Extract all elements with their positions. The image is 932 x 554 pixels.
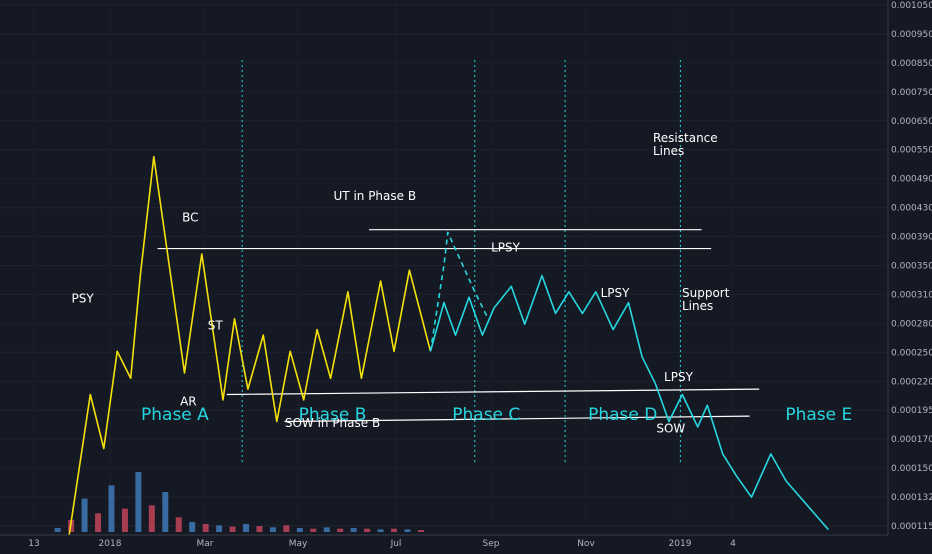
y-tick-label: 0.00039000 [891, 233, 932, 243]
annotation-label: LPSY [491, 240, 521, 254]
phase-label: Phase C [452, 405, 520, 425]
volume-bar [148, 505, 155, 532]
y-tick-label: 0.00043000 [891, 204, 932, 214]
volume-bar [377, 529, 384, 532]
volume-bar [337, 528, 344, 532]
y-tick-label: 0.00095000 [891, 30, 932, 40]
annotation-label: LPSY [664, 370, 694, 384]
annotation-label: ST [208, 319, 224, 333]
annotation-label: SOW in Phase B [285, 416, 380, 430]
volume-bars [54, 472, 424, 532]
x-tick-label: Jul [390, 539, 402, 549]
volume-bar [175, 517, 182, 532]
y-tick-label: 0.00022000 [891, 377, 932, 387]
y-tick-label: 0.00065000 [891, 117, 932, 127]
projection-line [429, 274, 830, 531]
price-series [68, 155, 830, 536]
y-tick-label: 0.00017000 [891, 435, 932, 445]
x-tick-label: 4 [730, 539, 736, 549]
x-tick-label: Nov [577, 539, 595, 549]
line-label: Lines [653, 144, 684, 158]
annotation-label: LPSY [601, 286, 631, 300]
x-tick-label: 2019 [669, 539, 692, 549]
volume-bar [121, 508, 128, 532]
phase-label: Phase E [785, 405, 852, 425]
volume-bar [296, 528, 303, 532]
volume-bar [417, 530, 424, 532]
y-tick-label: 0.00031000 [891, 290, 932, 300]
line-label: Resistance [653, 131, 718, 145]
phase-label: Phase A [141, 405, 209, 425]
y-tick-label: 0.00105000 [891, 1, 932, 11]
phase-dividers [241, 60, 681, 462]
y-tick-label: 0.00085000 [891, 59, 932, 69]
volume-bar [162, 492, 169, 532]
level-line [226, 388, 760, 396]
volume-bar [202, 524, 209, 532]
y-tick-label: 0.00019500 [891, 406, 932, 416]
y-tick-label: 0.00035000 [891, 262, 932, 272]
volume-bar [391, 528, 398, 532]
volume-bar [135, 472, 142, 532]
phase-labels: Phase A Phase B Phase C Phase D Phase E [141, 405, 852, 425]
y-tick-label: 0.00028000 [891, 319, 932, 329]
x-tick-label: May [289, 539, 308, 549]
volume-bar [350, 528, 357, 532]
volume-bar [243, 524, 250, 532]
projection-dashed-line [429, 231, 489, 352]
volume-bar [95, 513, 102, 532]
volume-bar [404, 529, 411, 532]
x-tick-label: 13 [28, 539, 39, 549]
line-label: Lines [682, 299, 713, 313]
x-tick-label: Mar [197, 539, 214, 549]
annotation-label: SOW [656, 421, 685, 435]
volume-bar [256, 526, 263, 532]
volume-bar [229, 526, 236, 532]
support-resistance-lines [157, 229, 760, 423]
annotations: PSY BC ST AR UT in Phase B LPSY LPSY LPSY SOW SOW… [72, 131, 730, 435]
y-tick-label: 0.00015000 [891, 464, 932, 474]
annotation-label: BC [182, 211, 198, 225]
y-tick-label: 0.00055000 [891, 146, 932, 156]
phase-label: Phase B [299, 405, 367, 425]
volume-bar [108, 485, 115, 532]
x-tick-label: 2018 [99, 539, 122, 549]
volume-bar [323, 527, 330, 532]
annotation-label: UT in Phase B [334, 189, 417, 203]
volume-bar [283, 525, 290, 532]
y-tick-label: 0.00025000 [891, 348, 932, 358]
annotation-label: PSY [72, 292, 95, 306]
volume-bar [364, 528, 371, 532]
price-path-line [68, 155, 432, 536]
phase-label: Phase D [588, 405, 657, 425]
volume-bar [54, 528, 61, 532]
y-tick-label: 0.00011500 [891, 522, 932, 532]
x-tick-label: Sep [483, 539, 500, 549]
volume-bar [81, 498, 88, 532]
y-tick-label: 0.00049000 [891, 175, 932, 185]
gridlines [0, 0, 888, 535]
level-line [284, 415, 750, 423]
y-tick-label: 0.00013200 [891, 493, 932, 503]
volume-bar [269, 527, 276, 532]
y-tick-label: 0.00075000 [891, 88, 932, 98]
annotation-label: AR [180, 394, 197, 408]
volume-bar [310, 528, 317, 532]
line-label: Support [682, 286, 730, 300]
volume-bar [216, 525, 223, 532]
volume-bar [189, 522, 196, 532]
